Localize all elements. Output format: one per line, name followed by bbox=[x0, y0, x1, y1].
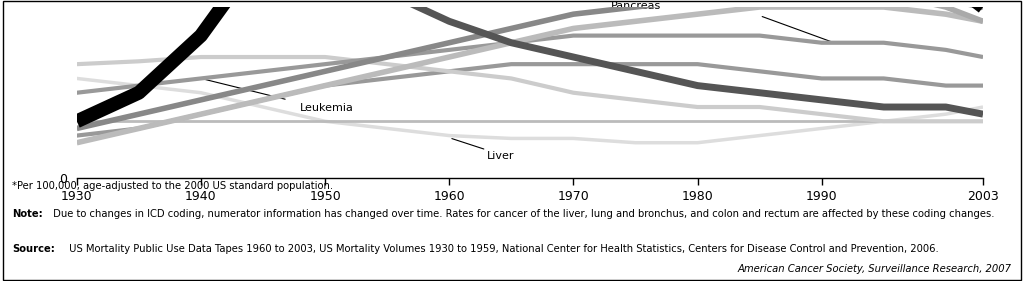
Text: American Cancer Society, Surveillance Research, 2007: American Cancer Society, Surveillance Re… bbox=[737, 264, 1012, 274]
Text: Leukemia: Leukemia bbox=[300, 103, 354, 113]
Text: *Per 100,000, age-adjusted to the 2000 US standard population.: *Per 100,000, age-adjusted to the 2000 U… bbox=[12, 181, 334, 191]
Text: Due to changes in ICD coding, numerator information has changed over time. Rates: Due to changes in ICD coding, numerator … bbox=[50, 209, 994, 219]
Text: Pancreas: Pancreas bbox=[610, 1, 660, 11]
Text: Liver: Liver bbox=[486, 151, 514, 161]
Text: US Mortality Public Use Data Tapes 1960 to 2003, US Mortality Volumes 1930 to 19: US Mortality Public Use Data Tapes 1960 … bbox=[66, 244, 938, 255]
Text: Source:: Source: bbox=[12, 244, 55, 255]
Text: Note:: Note: bbox=[12, 209, 43, 219]
